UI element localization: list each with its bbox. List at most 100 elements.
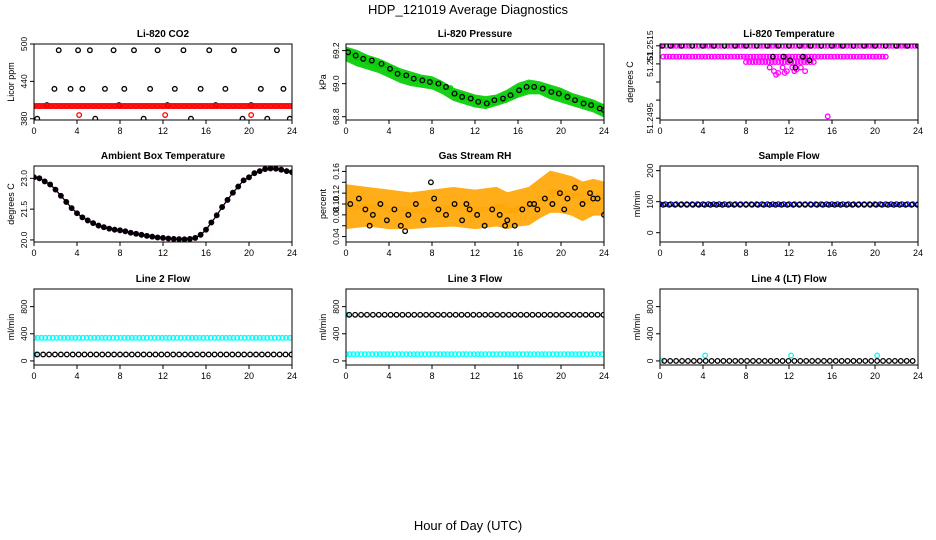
band-point	[566, 190, 572, 196]
band-point	[257, 103, 263, 109]
band-point	[208, 103, 214, 109]
data-point	[508, 351, 515, 358]
x-tick-label: 0	[343, 126, 348, 136]
data-point	[660, 44, 666, 49]
band-point	[251, 103, 257, 109]
data-point	[365, 351, 372, 358]
y-tick-label: 0.10	[331, 195, 341, 212]
data-point	[76, 112, 83, 118]
data-point	[561, 351, 568, 358]
data-point	[868, 357, 875, 364]
band-point	[63, 103, 69, 109]
band-point	[386, 206, 392, 212]
band-point	[494, 204, 499, 210]
y-tick-label: 0.04	[331, 228, 341, 245]
y-axis-label: ml/min	[632, 314, 642, 341]
data-point	[346, 49, 352, 56]
x-tick-label: 12	[158, 126, 168, 136]
data-point	[601, 107, 604, 114]
data-point	[458, 311, 465, 318]
y-axis-label: percent	[318, 188, 328, 219]
data-point	[815, 44, 821, 49]
data-point	[744, 53, 751, 60]
data-point	[769, 53, 776, 60]
band-point	[434, 206, 440, 212]
data-point	[724, 53, 731, 60]
x-tick-label: 24	[913, 371, 923, 381]
data-point	[689, 44, 696, 49]
band-point	[230, 103, 236, 109]
data-point	[750, 53, 757, 60]
data-point	[451, 201, 458, 207]
data-point	[683, 201, 690, 208]
data-point	[561, 206, 568, 213]
y-tick-label: 0.08	[331, 206, 341, 223]
data-point	[542, 351, 549, 358]
band-point	[569, 193, 575, 199]
data-point	[512, 351, 519, 358]
data-point	[888, 201, 895, 208]
data-point	[369, 311, 376, 318]
data-point	[750, 44, 757, 49]
data-point	[660, 201, 667, 208]
data-point	[806, 57, 813, 64]
data-point	[768, 59, 775, 66]
x-tick-label: 0	[657, 126, 662, 136]
y-axis-label: ml/min	[6, 314, 16, 341]
data-point	[546, 351, 553, 358]
data-point	[360, 55, 367, 62]
data-point	[132, 334, 139, 341]
y-tick-label: 400	[645, 326, 655, 340]
data-point	[710, 201, 717, 208]
data-point	[121, 334, 128, 341]
data-point	[280, 85, 287, 92]
band-point	[359, 55, 365, 61]
data-point	[834, 53, 841, 60]
data-point	[106, 334, 113, 341]
data-point	[162, 334, 169, 341]
data-point	[464, 311, 471, 318]
data-point	[837, 44, 844, 49]
band-point	[531, 203, 537, 209]
data-point	[791, 357, 798, 364]
x-tick-label: 8	[117, 126, 122, 136]
y-tick-label: 51.251	[645, 51, 655, 77]
data-point	[61, 334, 68, 341]
data-point	[755, 357, 762, 364]
data-point	[152, 351, 159, 358]
data-point	[831, 201, 838, 208]
data-point	[809, 357, 816, 364]
data-point	[886, 357, 892, 364]
data-point	[92, 115, 99, 120]
data-point	[798, 44, 805, 49]
data-point	[110, 47, 117, 54]
data-point	[555, 90, 562, 97]
data-point	[493, 351, 500, 358]
data-point	[773, 357, 780, 364]
data-point	[565, 311, 571, 318]
data-point	[669, 44, 676, 49]
band-point	[571, 193, 577, 199]
data-point	[814, 201, 820, 208]
data-point	[829, 201, 835, 208]
data-point	[110, 334, 116, 341]
data-point	[55, 47, 62, 54]
data-point	[489, 351, 496, 358]
data-point	[666, 201, 673, 208]
band-point	[262, 103, 268, 109]
data-point	[556, 190, 563, 197]
data-point	[140, 334, 147, 341]
x-tick-label: 8	[743, 126, 748, 136]
data-point	[715, 53, 721, 60]
data-point	[384, 351, 391, 358]
y-axis-label: Licor ppm	[6, 62, 16, 102]
band-point	[139, 103, 144, 109]
data-point	[264, 115, 271, 120]
data-point	[731, 53, 738, 60]
data-point	[185, 334, 192, 341]
data-point	[79, 85, 86, 92]
band-point	[42, 103, 48, 109]
data-point	[196, 334, 203, 341]
band-point	[472, 206, 478, 212]
data-point	[219, 334, 226, 341]
